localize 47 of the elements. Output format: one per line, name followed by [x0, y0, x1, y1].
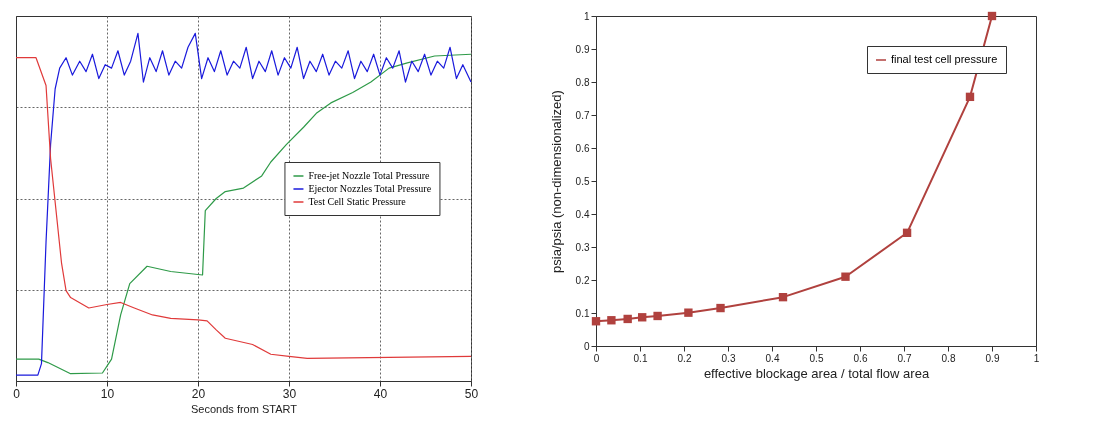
x-tick-label: 20 — [191, 386, 206, 401]
legend-label: final test cell pressure — [891, 53, 998, 65]
point — [841, 272, 850, 281]
legend-label: Free-jet Nozzle Total Pressure — [308, 170, 431, 181]
x-axis-title: Seconds from START — [191, 402, 298, 415]
y-tick-label: 0.9 — [575, 43, 590, 55]
x-tick-label: 10 — [100, 386, 115, 401]
x-axis-title: effective blockage area / total flow area — [703, 365, 930, 381]
x-tick-label: 0.4 — [765, 352, 780, 364]
legend-label: Test Cell Static Pressure — [308, 196, 407, 207]
y-tick-label: 0.3 — [575, 241, 590, 253]
y-tick-label: 0.7 — [575, 109, 590, 121]
x-tick-label: 0.3 — [721, 352, 736, 364]
legend-label: Ejector Nozzles Total Pressure — [308, 183, 432, 194]
x-tick-label: 0.2 — [677, 352, 692, 364]
y-tick-label: 0.1 — [575, 307, 590, 319]
y-tick-label: 0 — [583, 340, 590, 352]
x-tick-label: 0.6 — [853, 352, 868, 364]
point — [623, 314, 632, 324]
y-tick-label: 0.4 — [575, 208, 590, 220]
point — [778, 292, 788, 302]
point — [902, 228, 912, 237]
x-tick-label: 0 — [593, 352, 600, 364]
y-axis-title: psia/psia (non-dimensionalized) — [548, 90, 564, 273]
point — [607, 316, 616, 325]
point — [987, 11, 997, 21]
x-tick-label: 0.1 — [633, 352, 648, 364]
point — [653, 311, 662, 321]
x-tick-label: 0.8 — [941, 352, 956, 364]
point — [716, 303, 725, 313]
x-tick-label: 0.7 — [897, 352, 912, 364]
x-tick-label: 50 — [464, 386, 479, 401]
y-tick-label: 1 — [583, 10, 590, 22]
x-tick-label: 1 — [1033, 352, 1040, 364]
x-tick-label: 0.5 — [809, 352, 824, 364]
y-tick-label: 0.6 — [575, 142, 590, 154]
x-tick-label: 0 — [13, 386, 21, 401]
point — [638, 313, 647, 322]
x-tick-label: 30 — [282, 386, 297, 401]
x-tick-label: 0.9 — [985, 352, 1000, 364]
y-tick-label: 0.2 — [575, 274, 590, 286]
y-tick-label: 0.5 — [575, 175, 590, 187]
point — [965, 92, 975, 102]
point — [684, 308, 693, 317]
point — [591, 317, 601, 326]
x-tick-label: 40 — [373, 386, 388, 401]
y-tick-label: 0.8 — [575, 76, 590, 88]
